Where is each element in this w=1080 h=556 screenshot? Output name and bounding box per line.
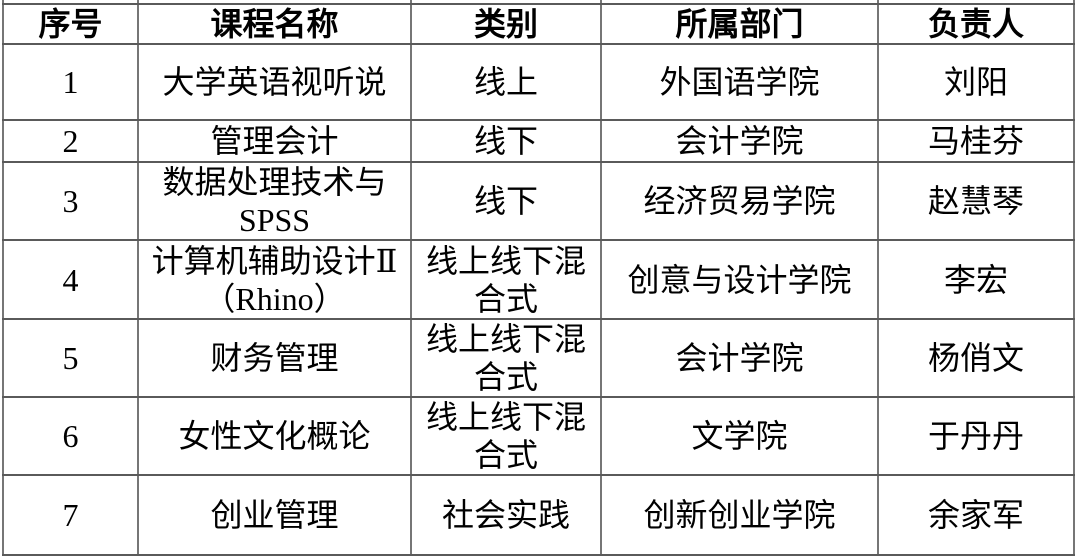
cell-category: 线上线下混合式 xyxy=(410,239,602,320)
cell-department: 会计学院 xyxy=(600,119,879,163)
sliver-cell xyxy=(2,0,139,5)
cell-course-name: 计算机辅助设计Ⅱ（Rhino） xyxy=(137,239,412,320)
table-row-sliver-top xyxy=(2,0,1075,5)
table-row: 5 财务管理 线上线下混合式 会计学院 杨俏文 xyxy=(2,318,1075,398)
cell-course-name: 大学英语视听说 xyxy=(137,43,412,121)
cell-category: 线下 xyxy=(410,161,602,241)
table-row: 6 女性文化概论 线上线下混合式 文学院 于丹丹 xyxy=(2,396,1075,476)
col-header-index: 序号 xyxy=(2,3,139,45)
sliver-cell xyxy=(137,0,412,5)
cell-course-name: 创业管理 xyxy=(137,474,412,556)
cell-category: 线上线下混合式 xyxy=(410,396,602,476)
col-header-category: 类别 xyxy=(410,3,602,45)
sliver-cell xyxy=(410,0,602,5)
cell-category: 线上线下混合式 xyxy=(410,318,602,398)
cell-department: 外国语学院 xyxy=(600,43,879,121)
cell-department: 经济贸易学院 xyxy=(600,161,879,241)
cell-index: 7 xyxy=(2,474,139,556)
cell-category: 线上 xyxy=(410,43,602,121)
cell-course-name: 数据处理技术与SPSS xyxy=(137,161,412,241)
cell-leader: 余家军 xyxy=(877,474,1075,556)
table-header-row: 序号 课程名称 类别 所属部门 负责人 xyxy=(2,3,1075,45)
cell-department: 会计学院 xyxy=(600,318,879,398)
cell-leader: 赵慧琴 xyxy=(877,161,1075,241)
cell-index: 1 xyxy=(2,43,139,121)
cell-department: 文学院 xyxy=(600,396,879,476)
table-row: 2 管理会计 线下 会计学院 马桂芬 xyxy=(2,119,1075,163)
sliver-cell xyxy=(600,0,879,5)
cell-course-name: 管理会计 xyxy=(137,119,412,163)
cell-index: 3 xyxy=(2,161,139,241)
cell-category: 社会实践 xyxy=(410,474,602,556)
cell-leader: 刘阳 xyxy=(877,43,1075,121)
cell-course-name: 财务管理 xyxy=(137,318,412,398)
cell-department: 创新创业学院 xyxy=(600,474,879,556)
cell-index: 2 xyxy=(2,119,139,163)
sliver-cell xyxy=(877,0,1075,5)
cell-leader: 马桂芬 xyxy=(877,119,1075,163)
col-header-leader: 负责人 xyxy=(877,3,1075,45)
cell-index: 5 xyxy=(2,318,139,398)
col-header-department: 所属部门 xyxy=(600,3,879,45)
table-row: 1 大学英语视听说 线上 外国语学院 刘阳 xyxy=(2,43,1075,121)
cell-leader: 于丹丹 xyxy=(877,396,1075,476)
cell-course-name: 女性文化概论 xyxy=(137,396,412,476)
table-row: 4 计算机辅助设计Ⅱ（Rhino） 线上线下混合式 创意与设计学院 李宏 xyxy=(2,239,1075,320)
table-row: 7 创业管理 社会实践 创新创业学院 余家军 xyxy=(2,474,1075,556)
cell-department: 创意与设计学院 xyxy=(600,239,879,320)
cell-index: 6 xyxy=(2,396,139,476)
cell-leader: 李宏 xyxy=(877,239,1075,320)
col-header-course-name: 课程名称 xyxy=(137,3,412,45)
cell-index: 4 xyxy=(2,239,139,320)
table-row: 3 数据处理技术与SPSS 线下 经济贸易学院 赵慧琴 xyxy=(2,161,1075,241)
cell-category: 线下 xyxy=(410,119,602,163)
cell-leader: 杨俏文 xyxy=(877,318,1075,398)
